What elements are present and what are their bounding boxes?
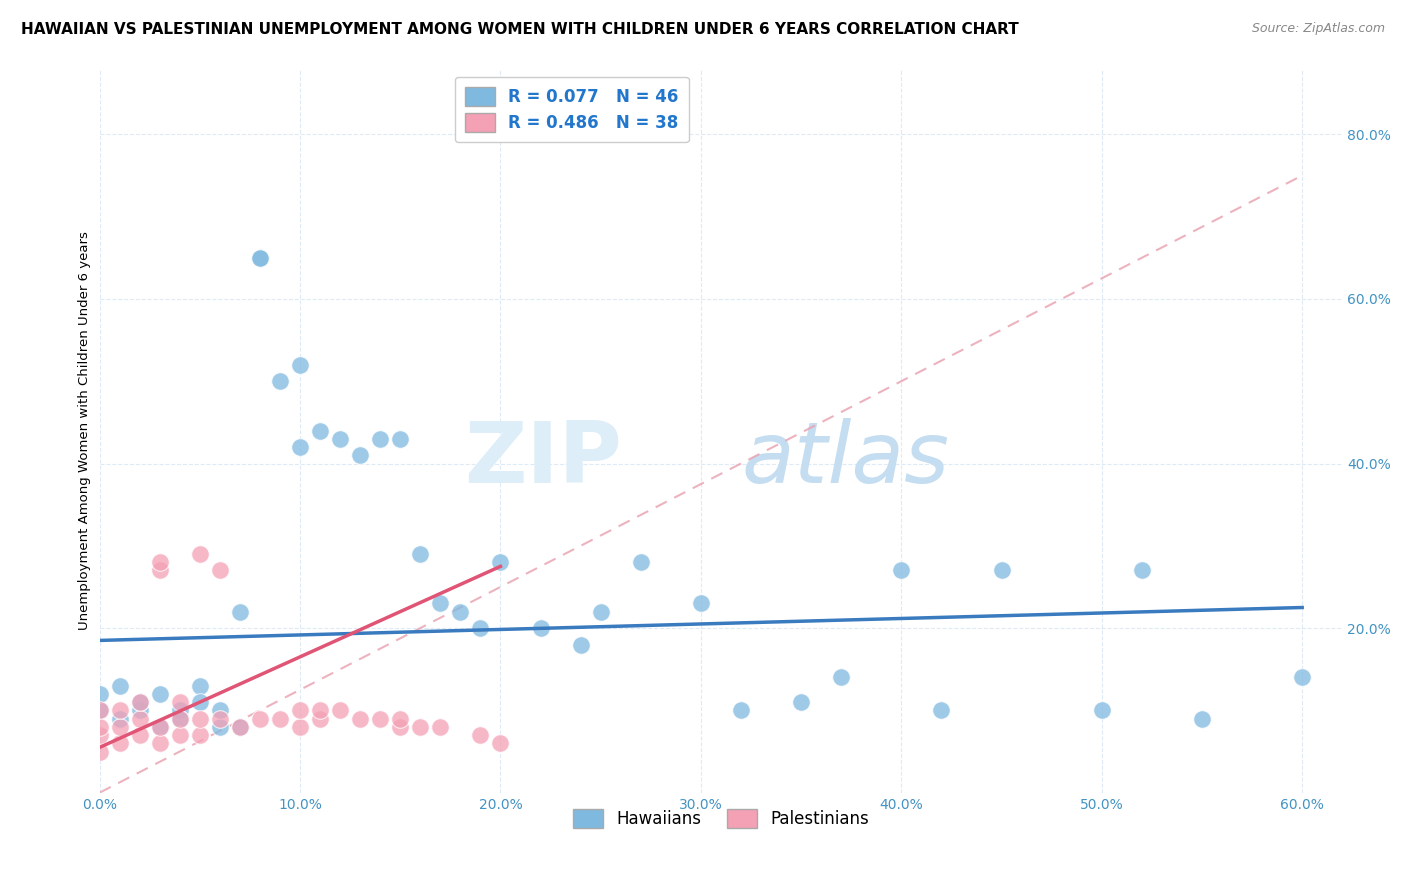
Point	[108, 712, 131, 726]
Text: Source: ZipAtlas.com: Source: ZipAtlas.com	[1251, 22, 1385, 36]
Point	[128, 703, 150, 717]
Point	[389, 712, 412, 726]
Point	[169, 712, 191, 726]
Point	[830, 670, 852, 684]
Point	[931, 703, 953, 717]
Point	[288, 703, 311, 717]
Point	[790, 695, 813, 709]
Text: atlas: atlas	[741, 418, 949, 501]
Point	[689, 596, 711, 610]
Point	[529, 621, 551, 635]
Point	[890, 564, 912, 578]
Point	[389, 432, 412, 446]
Point	[108, 679, 131, 693]
Point	[188, 679, 211, 693]
Point	[128, 695, 150, 709]
Point	[470, 728, 492, 742]
Point	[108, 736, 131, 750]
Point	[269, 374, 291, 388]
Point	[208, 564, 231, 578]
Point	[128, 695, 150, 709]
Point	[489, 555, 512, 569]
Point	[169, 728, 191, 742]
Point	[349, 448, 371, 462]
Point	[489, 736, 512, 750]
Point	[229, 720, 252, 734]
Point	[288, 720, 311, 734]
Point	[149, 720, 172, 734]
Point	[449, 605, 471, 619]
Point	[188, 712, 211, 726]
Point	[288, 440, 311, 454]
Point	[269, 712, 291, 726]
Point	[208, 720, 231, 734]
Point	[149, 687, 172, 701]
Point	[89, 745, 111, 759]
Point	[188, 695, 211, 709]
Point	[188, 547, 211, 561]
Point	[1191, 712, 1213, 726]
Point	[89, 687, 111, 701]
Point	[149, 736, 172, 750]
Point	[89, 728, 111, 742]
Point	[429, 720, 451, 734]
Legend: Hawaiians, Palestinians: Hawaiians, Palestinians	[567, 803, 876, 835]
Point	[349, 712, 371, 726]
Point	[108, 703, 131, 717]
Text: ZIP: ZIP	[464, 418, 621, 501]
Point	[89, 703, 111, 717]
Point	[309, 424, 332, 438]
Point	[409, 547, 432, 561]
Point	[149, 720, 172, 734]
Point	[389, 720, 412, 734]
Point	[169, 703, 191, 717]
Point	[309, 703, 332, 717]
Point	[229, 605, 252, 619]
Point	[89, 703, 111, 717]
Point	[730, 703, 752, 717]
Point	[149, 555, 172, 569]
Text: HAWAIIAN VS PALESTINIAN UNEMPLOYMENT AMONG WOMEN WITH CHILDREN UNDER 6 YEARS COR: HAWAIIAN VS PALESTINIAN UNEMPLOYMENT AMO…	[21, 22, 1019, 37]
Point	[409, 720, 432, 734]
Point	[309, 712, 332, 726]
Point	[229, 720, 252, 734]
Y-axis label: Unemployment Among Women with Children Under 6 years: Unemployment Among Women with Children U…	[79, 231, 91, 630]
Point	[470, 621, 492, 635]
Point	[249, 251, 271, 265]
Point	[1091, 703, 1114, 717]
Point	[169, 712, 191, 726]
Point	[288, 358, 311, 372]
Point	[249, 712, 271, 726]
Point	[1130, 564, 1153, 578]
Point	[188, 728, 211, 742]
Point	[249, 251, 271, 265]
Point	[169, 695, 191, 709]
Point	[429, 596, 451, 610]
Point	[128, 728, 150, 742]
Point	[128, 712, 150, 726]
Point	[990, 564, 1012, 578]
Point	[589, 605, 612, 619]
Point	[329, 703, 352, 717]
Point	[368, 712, 391, 726]
Point	[630, 555, 652, 569]
Point	[569, 638, 592, 652]
Point	[108, 720, 131, 734]
Point	[208, 712, 231, 726]
Point	[208, 703, 231, 717]
Point	[1291, 670, 1313, 684]
Point	[329, 432, 352, 446]
Point	[368, 432, 391, 446]
Point	[89, 720, 111, 734]
Point	[149, 564, 172, 578]
